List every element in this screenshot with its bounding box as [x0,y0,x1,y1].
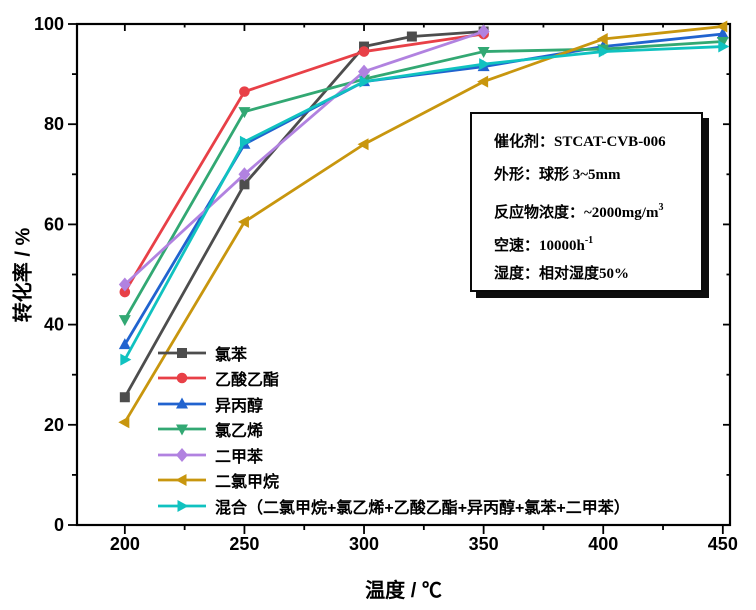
info-line-text: 湿度：相对湿度50% [494,266,630,282]
legend-marker-icon [158,372,206,384]
data-point [358,46,370,57]
data-point [716,20,728,33]
data-point [477,47,490,59]
x-tick-label: 200 [110,534,140,554]
info-line-superscript: 3 [658,202,664,213]
info-line: 湿度：相对湿度50% [494,258,701,291]
y-tick-label: 100 [34,14,64,34]
info-line: 外形：球形 3~5mm [494,159,701,192]
legend-label: 异丙醇 [215,397,264,415]
y-tick-label: 60 [44,214,64,234]
x-tick-label: 450 [708,534,738,554]
data-point [359,75,371,88]
info-line-text: 外形：球形 3~5mm [494,167,621,183]
legend-label: 混合（二氯甲烷+氯乙烯+乙酸乙酯+异丙醇+氯苯+二甲苯） [215,499,630,517]
legend-item: 异丙醇 [156,391,630,417]
info-line: 反应物浓度：~2000mg/m3 [494,192,701,225]
data-point [119,286,131,298]
legend-marker-icon [158,347,206,358]
series-line [123,32,484,293]
info-line-superscript: -1 [584,235,594,246]
data-point [716,27,729,39]
x-tick-label: 400 [588,534,618,554]
legend-label: 氯苯 [215,346,248,364]
data-point [238,107,251,119]
info-line-text: 催化剂：STCAT-CVB-006 [494,134,666,150]
data-point [175,474,187,487]
data-point [239,86,250,97]
data-point [718,40,730,53]
legend-marker-icon [158,474,206,487]
data-point [477,24,490,39]
info-line-text: 空速：10000h [494,238,585,254]
y-axis-title-area: 转化率 / % [0,24,42,525]
series-line [123,30,485,286]
data-point [357,138,369,151]
data-point [176,372,188,384]
data-point [479,58,491,71]
x-axis-title: 温度 / ℃ [365,580,442,602]
legend-item: 二甲苯 [156,442,630,468]
legend-item: 乙酸乙酯 [156,366,630,392]
data-point [596,33,608,46]
data-point [176,424,188,436]
legend-marker-icon [158,447,206,462]
legend-item: 氯乙烯 [156,417,630,443]
info-line: 催化剂：STCAT-CVB-006 [494,126,701,159]
legend-item: 混合（二氯甲烷+氯乙烯+乙酸乙酯+异丙醇+氯苯+二甲苯） [156,493,630,519]
legend-item: 二氯甲烷 [156,468,630,494]
series-line [123,40,723,321]
data-point [239,179,250,190]
x-tick-label: 300 [349,534,379,554]
legend-marker-icon [158,499,206,512]
data-point [176,397,188,409]
data-point [358,64,371,79]
legend-label: 乙酸乙酯 [215,372,280,390]
data-point [176,447,188,462]
data-point [119,392,130,403]
x-tick-label: 350 [469,534,499,554]
data-point [118,416,130,429]
data-point [118,277,131,292]
data-point [177,347,187,358]
series-line [123,25,723,424]
data-point [477,75,489,88]
data-point [406,31,417,42]
info-box: 催化剂：STCAT-CVB-006 外形：球形 3~5mm 反应物浓度：~2000m… [470,112,703,292]
y-tick-label: 40 [44,315,64,335]
legend-item: 氯苯 [156,340,630,366]
y-tick-label: 80 [44,114,64,134]
data-point [120,353,132,366]
data-point [118,338,131,350]
info-line: 空速：10000h-1 [494,225,701,258]
legend-label: 二甲苯 [215,448,264,466]
chart-legend: 氯苯乙酸乙酯异丙醇氯乙烯二甲苯二氯甲烷混合（二氯甲烷+氯乙烯+乙酸乙酯+异丙醇+… [156,340,630,519]
data-point [239,135,251,148]
data-point [716,37,729,49]
data-point [177,499,189,512]
series-line [123,45,723,361]
legend-label: 二氯甲烷 [215,474,280,492]
data-point [598,45,610,58]
data-point [118,315,131,327]
legend-label: 氯乙烯 [215,423,264,441]
data-point [238,167,251,182]
data-point [237,215,249,228]
y-axis-title: 转化率 / % [12,227,35,322]
legend-marker-icon [158,397,206,409]
legend-marker-icon [158,424,206,436]
y-tick-label: 20 [44,415,64,435]
y-tick-label: 0 [54,515,64,535]
info-line-text: 反应物浓度：~2000mg/m [494,205,659,221]
x-tick-label: 250 [229,534,259,554]
